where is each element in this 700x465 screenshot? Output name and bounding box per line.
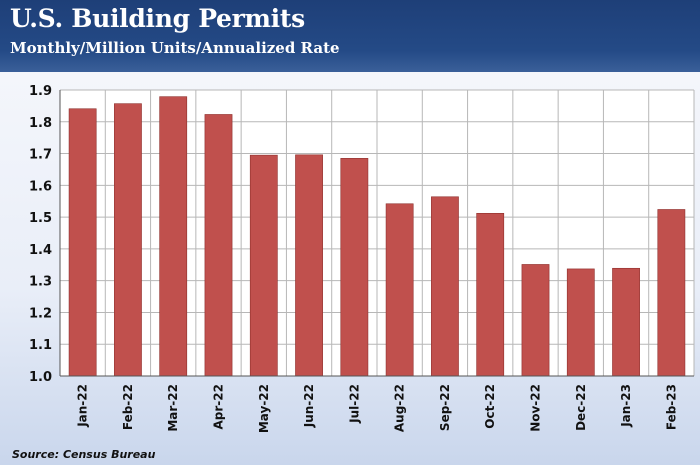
bar-jun-22 [295,154,323,377]
y-tick-label: 1.1 [29,338,52,353]
chart-subtitle: Monthly/Million Units/Annualized Rate [10,39,340,57]
bar-jan-23 [612,267,640,377]
bar-feb-23 [657,209,686,377]
y-tick-label: 1.2 [29,306,52,321]
bar-apr-22 [204,114,233,377]
y-tick-label: 1.4 [29,243,52,258]
x-tick-label: Feb-22 [121,384,135,430]
bar-aug-22 [385,203,414,377]
x-tick-label: Nov-22 [529,384,543,432]
x-tick-label: Dec-22 [574,384,588,431]
y-tick-label: 1.9 [29,84,52,99]
bar-dec-22 [566,268,595,377]
x-tick-label: Aug-22 [393,384,407,432]
x-tick-label: Jul-22 [347,384,361,424]
x-tick-label: Feb-23 [664,384,678,430]
bar-nov-22 [521,264,550,377]
source-note: Source: Census Bureau [12,448,156,461]
x-tick-label: Jan-23 [619,384,633,428]
x-tick-label: Apr-22 [212,384,226,429]
bar-may-22 [249,154,278,377]
chart-header: U.S. Building Permits Monthly/Million Un… [0,0,700,72]
chart-title: U.S. Building Permits [10,4,305,33]
x-tick-label: Sep-22 [438,384,452,431]
y-tick-label: 1.6 [29,179,52,194]
x-tick-label: May-22 [257,384,271,433]
y-tick-label: 1.8 [29,116,52,131]
bar-sep-22 [431,196,459,377]
y-tick-label: 1.0 [29,370,52,385]
bar-feb-22 [114,103,142,377]
x-tick-label: Oct-22 [483,384,497,429]
y-tick-label: 1.5 [29,211,52,226]
x-tick-label: Jun-22 [302,384,316,428]
bar-mar-22 [159,96,188,377]
x-tick-label: Mar-22 [166,384,180,432]
x-tick-label: Jan-22 [76,384,90,428]
bar-jul-22 [340,158,369,377]
y-tick-label: 1.3 [29,275,52,290]
y-tick-label: 1.7 [29,148,52,163]
bar-jan-22 [68,108,97,377]
bar-oct-22 [476,212,505,377]
bar-chart: 1.0 1.1 1.2 1.3 1.4 1.5 1.6 1.7 1.8 1.9 Jan-22 Feb-… [29,84,695,433]
